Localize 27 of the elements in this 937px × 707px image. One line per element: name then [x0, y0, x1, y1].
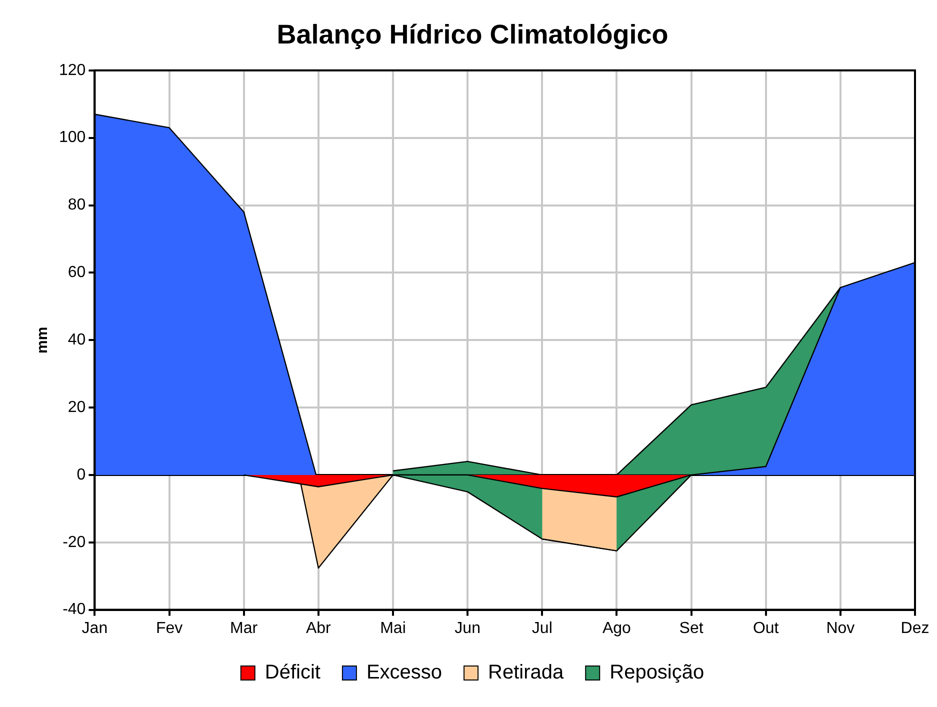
x-tick-label: Nov — [826, 620, 855, 637]
y-tick-label: 80 — [68, 196, 86, 214]
legend-label: Déficit — [264, 662, 321, 684]
x-tick-label: Jan — [82, 620, 108, 637]
x-tick-label: Set — [679, 620, 704, 637]
y-tick-label: 20 — [68, 398, 86, 416]
y-axis-title: mm — [34, 326, 52, 354]
legend-label: Retirada — [488, 662, 564, 684]
y-tick-label: 0 — [76, 466, 86, 484]
chart-title: Balanço Hídrico Climatológico — [276, 20, 668, 50]
x-tick-label: Fev — [156, 620, 183, 637]
x-tick-label: Dez — [900, 620, 930, 637]
y-tick-label: -40 — [62, 601, 86, 618]
x-tick-label: Jul — [532, 620, 552, 637]
y-tick-label: -20 — [62, 534, 86, 551]
y-tick-label: 120 — [58, 62, 86, 79]
x-tick-label: Jun — [454, 620, 480, 637]
x-tick-label: Ago — [602, 620, 632, 637]
x-tick-label: Abr — [306, 620, 332, 637]
y-tick-label: 60 — [68, 264, 86, 282]
x-tick-label: Out — [752, 620, 780, 637]
legend-label: Reposição — [610, 662, 704, 684]
x-tick-label: Mai — [380, 620, 406, 637]
y-tick-label: 100 — [58, 129, 86, 146]
x-tick-label: Mar — [230, 620, 258, 637]
legend-label: Excesso — [366, 662, 442, 684]
y-tick-label: 40 — [68, 332, 86, 349]
